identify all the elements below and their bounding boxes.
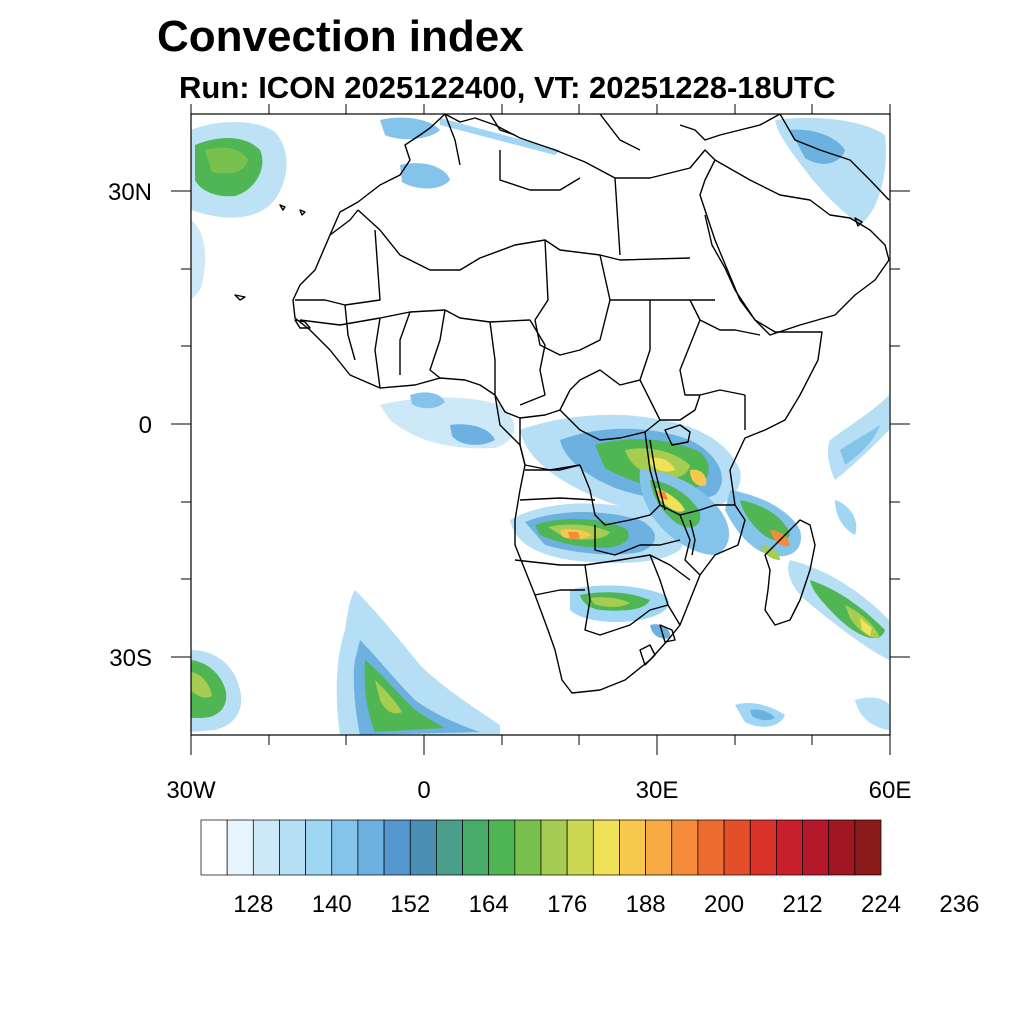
- lon-label-30w: 30W: [166, 777, 216, 804]
- colorbar-swatch: [671, 819, 699, 876]
- colorbar-swatch: [279, 819, 306, 876]
- coastlines-and-borders: [234, 114, 890, 694]
- colorbar-swatch: [776, 819, 803, 876]
- madagascar-coastline: [764, 519, 816, 626]
- colorbar-swatch: [305, 819, 333, 876]
- lon-label-60e: 60E: [869, 777, 912, 804]
- convection-field: [191, 117, 889, 735]
- colorbar-swatch: [331, 819, 359, 876]
- map-subtitle: Run: ICON 2025122400, VT: 20251228-18UTC: [179, 70, 836, 105]
- colorbar: [200, 819, 882, 876]
- lon-labels: 30W 0 30E 60E: [166, 777, 911, 804]
- map-title: Convection index: [157, 12, 524, 61]
- colorbar-tick-label: 140: [312, 891, 352, 918]
- colorbar-labels: 128 140 152 164 176 188 200 212 224 236: [233, 891, 979, 918]
- colorbar-swatch: [854, 819, 882, 876]
- colorbar-swatch: [619, 819, 646, 876]
- lon-label-0: 0: [417, 777, 430, 804]
- colorbar-swatch: [488, 819, 516, 876]
- colorbar-swatch: [828, 819, 856, 876]
- lat-label-30n: 30N: [108, 179, 152, 206]
- colorbar-tick-label: 212: [783, 891, 823, 918]
- lon-label-30e: 30E: [636, 777, 679, 804]
- colorbar-tick-label: 224: [861, 891, 901, 918]
- colorbar-tick-label: 164: [469, 891, 509, 918]
- colorbar-swatch: [802, 819, 830, 876]
- colorbar-swatch: [383, 819, 411, 876]
- lat-label-0: 0: [139, 412, 152, 439]
- colorbar-swatch: [357, 819, 385, 876]
- colorbar-swatch: [514, 819, 542, 876]
- axis-ticks: [171, 104, 910, 755]
- lat-label-30s: 30S: [109, 645, 152, 672]
- colorbar-swatch: [697, 819, 725, 876]
- colorbar-tick-label: 176: [547, 891, 587, 918]
- colorbar-swatch: [592, 819, 620, 876]
- colorbar-swatch: [436, 819, 463, 876]
- colorbar-swatch: [723, 819, 751, 876]
- colorbar-swatch: [226, 819, 254, 876]
- colorbar-swatch: [409, 819, 437, 876]
- colorbar-swatch: [540, 819, 568, 876]
- colorbar-tick-label: 236: [939, 891, 979, 918]
- lat-labels: 30N 0 30S: [108, 179, 152, 672]
- colorbar-tick-label: 188: [626, 891, 666, 918]
- colorbar-swatch: [252, 819, 280, 876]
- colorbar-swatch: [200, 819, 228, 876]
- colorbar-tick-label: 128: [233, 891, 273, 918]
- colorbar-swatch: [749, 819, 777, 876]
- colorbar-tick-label: 152: [390, 891, 430, 918]
- africa-coastline: [292, 114, 823, 694]
- colorbar-swatch: [566, 819, 594, 876]
- colorbar-swatch: [462, 819, 490, 876]
- colorbar-tick-label: 200: [704, 891, 744, 918]
- colorbar-swatch: [645, 819, 673, 876]
